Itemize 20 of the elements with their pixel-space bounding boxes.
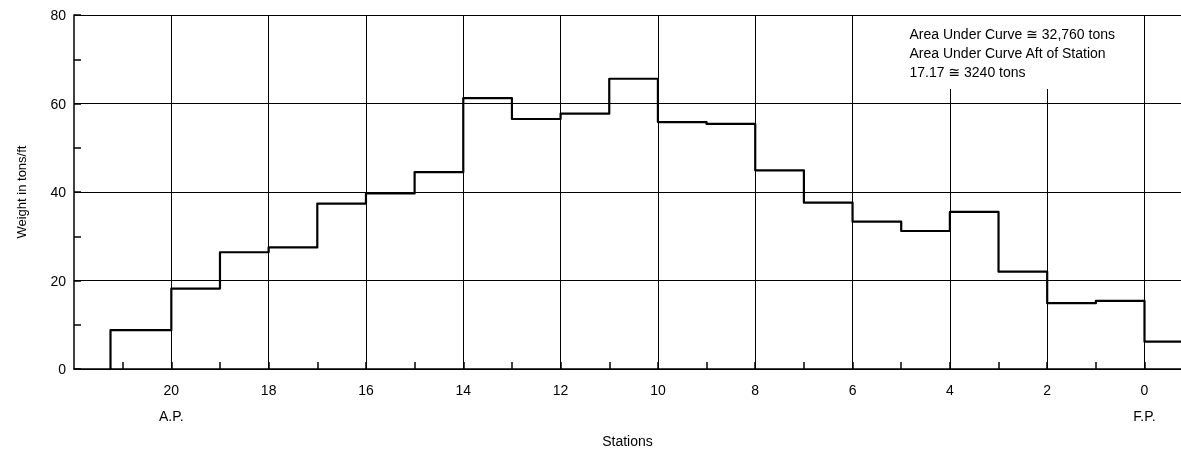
x-tick-label: 14 bbox=[455, 382, 472, 399]
x-tick-label: 16 bbox=[358, 382, 374, 399]
y-axis-title: Weight in tons/ft bbox=[14, 145, 29, 239]
y-tick-label: 40 bbox=[50, 184, 67, 201]
x-tick-label: 0 F.P. bbox=[1133, 382, 1156, 425]
y-tick-label: 80 bbox=[50, 7, 67, 23]
x-axis-title: Stations bbox=[602, 433, 653, 449]
x-tick-label: 18 bbox=[260, 382, 277, 399]
x-tick-label: 20 A.P. bbox=[158, 382, 184, 425]
y-tick-label: 0 bbox=[58, 361, 67, 378]
y-tick-label: 20 bbox=[50, 272, 67, 289]
x-tick-label: 4 bbox=[945, 382, 954, 399]
x-tick-label: 6 bbox=[848, 382, 857, 399]
x-tick-label: 10 bbox=[650, 382, 666, 399]
annotation: Area Under Curve Aft of Station 17.17 ≅ 3240 tons bbox=[909, 44, 1106, 80]
y-tick-label: 60 bbox=[50, 95, 67, 112]
x-tick-label: 12 bbox=[552, 382, 569, 399]
x-tick-label: 2 bbox=[1043, 382, 1052, 399]
x-tick-label: 8 bbox=[751, 382, 760, 399]
annotation: Area Under Curve ≅ 32,760 tons bbox=[909, 25, 1116, 42]
